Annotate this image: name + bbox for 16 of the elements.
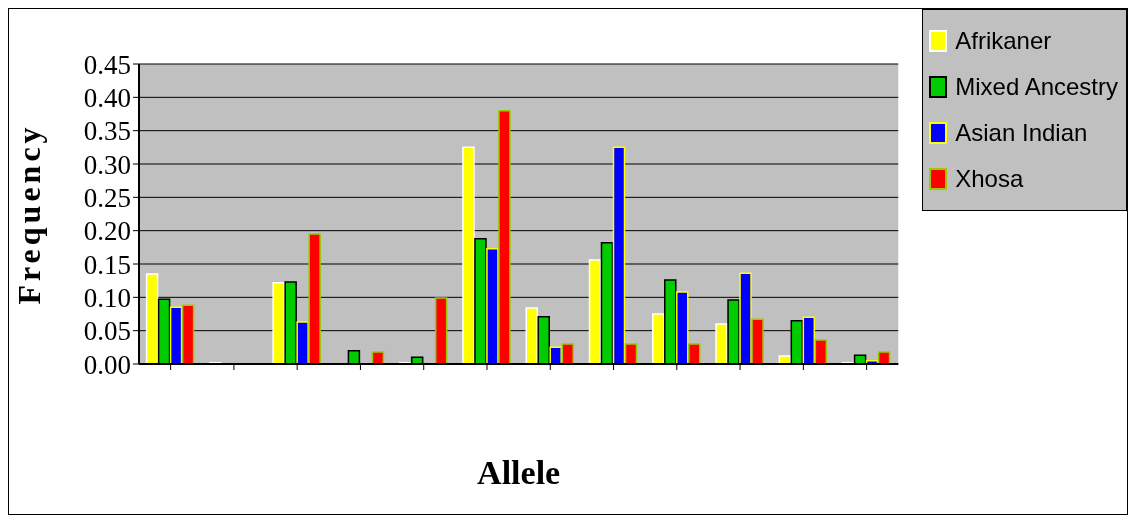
y-tick-label: 0.00: [83, 349, 131, 380]
y-tick-label: 0.30: [83, 149, 131, 180]
legend-label: Asian Indian: [955, 119, 1088, 147]
legend-label: Afrikaner: [955, 27, 1052, 55]
y-tick-label: 0.15: [83, 249, 131, 280]
y-tick-label: 0.05: [83, 316, 131, 347]
legend-label: Mixed Ancestry: [955, 73, 1118, 101]
legend-label: Xhosa: [955, 165, 1024, 193]
y-tick-label: 0.10: [83, 282, 131, 313]
y-axis-title: Frequency: [11, 123, 48, 305]
y-tick-label: 0.45: [83, 49, 131, 80]
y-tick-label: 0.25: [83, 182, 131, 213]
y-tick-label: 0.20: [83, 216, 131, 247]
y-tick-label: 0.40: [83, 82, 131, 113]
x-axis-title: Allele: [477, 454, 561, 491]
y-tick-label: 0.35: [83, 116, 131, 147]
